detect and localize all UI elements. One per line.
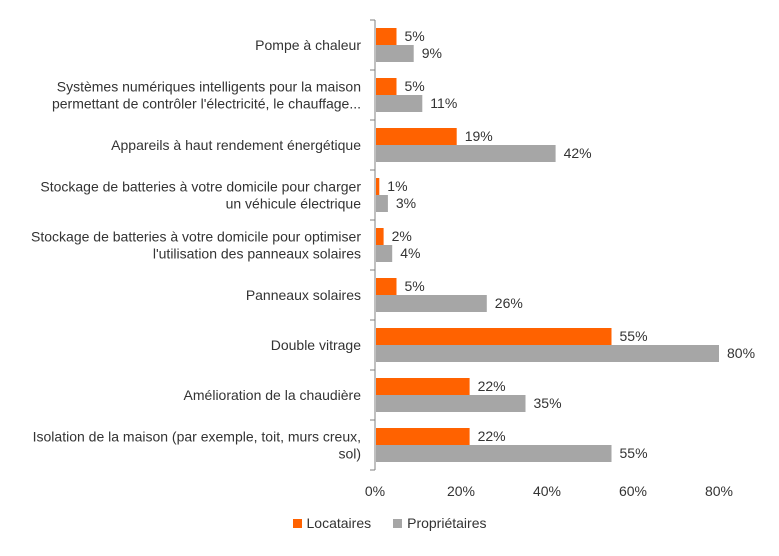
data-label: 55% (620, 328, 648, 344)
bar-locataires (376, 378, 470, 395)
data-label: 42% (564, 145, 592, 161)
bar-proprietaires (376, 95, 423, 112)
data-label: 26% (495, 295, 523, 311)
category-label: Systèmes numériques intelligents pour la… (52, 79, 361, 112)
category-label: Double vitrage (271, 337, 361, 353)
bar-proprietaires (376, 245, 393, 262)
data-label: 80% (727, 345, 755, 361)
category-labels: Pompe à chaleur Systèmes numériques intel… (31, 37, 361, 462)
data-label: 35% (534, 395, 562, 411)
x-tick-label: 0% (365, 483, 385, 499)
bar-proprietaires (376, 195, 388, 212)
data-label: 55% (620, 445, 648, 461)
bar-proprietaires (376, 395, 526, 412)
bar-locataires (376, 28, 397, 45)
data-label: 5% (405, 278, 425, 294)
data-label: 2% (392, 228, 412, 244)
x-tick-label: 80% (705, 483, 733, 499)
data-label: 9% (422, 45, 442, 61)
data-label: 5% (405, 78, 425, 94)
category-label: Isolation de la maison (par exemple, toi… (33, 429, 361, 462)
bar-chart: Pompe à chaleur Systèmes numériques intel… (31, 19, 755, 499)
bar-locataires (376, 328, 612, 345)
x-tick-label: 60% (619, 483, 647, 499)
bar-proprietaires (376, 145, 556, 162)
bars (376, 28, 719, 462)
legend: Locataires Propriétaires (0, 515, 779, 531)
category-label: Pompe à chaleur (255, 37, 361, 53)
legend-swatch-proprietaires (393, 518, 403, 528)
data-label: 4% (400, 245, 420, 261)
bar-proprietaires (376, 445, 612, 462)
bar-proprietaires (376, 45, 414, 62)
x-tick-label: 20% (447, 483, 475, 499)
data-label: 22% (478, 378, 506, 394)
bar-proprietaires (376, 345, 719, 362)
category-label: Amélioration de la chaudière (184, 387, 362, 403)
legend-label-locataires: Locataires (306, 515, 372, 531)
bar-locataires (376, 128, 457, 145)
category-label: Stockage de batteries à votre domicile p… (31, 229, 361, 262)
bar-locataires (376, 278, 397, 295)
value-labels: 5%9%5%11%19%42%1%3%2%4%5%26%55%80%22%35%… (387, 28, 755, 461)
data-label: 1% (387, 178, 407, 194)
category-label: Appareils à haut rendement énergétique (111, 137, 361, 153)
category-label: Panneaux solaires (246, 287, 361, 303)
data-label: 19% (465, 128, 493, 144)
category-label: Stockage de batteries à votre domicile p… (40, 179, 361, 212)
legend-item-locataires: Locataires (292, 515, 372, 531)
data-label: 5% (405, 28, 425, 44)
data-label: 22% (478, 428, 506, 444)
bar-locataires (376, 228, 384, 245)
x-tick-labels: 0% 20% 40% 60% 80% (365, 483, 733, 499)
bar-proprietaires (376, 295, 487, 312)
data-label: 11% (430, 95, 457, 111)
legend-item-proprietaires: Propriétaires (393, 515, 486, 531)
bar-locataires (376, 178, 380, 195)
bar-locataires (376, 428, 470, 445)
bar-locataires (376, 78, 397, 95)
legend-label-proprietaires: Propriétaires (407, 515, 487, 531)
x-tick-label: 40% (533, 483, 561, 499)
legend-swatch-locataires (292, 518, 302, 528)
data-label: 3% (396, 195, 416, 211)
y-axis-ticks (370, 19, 375, 471)
